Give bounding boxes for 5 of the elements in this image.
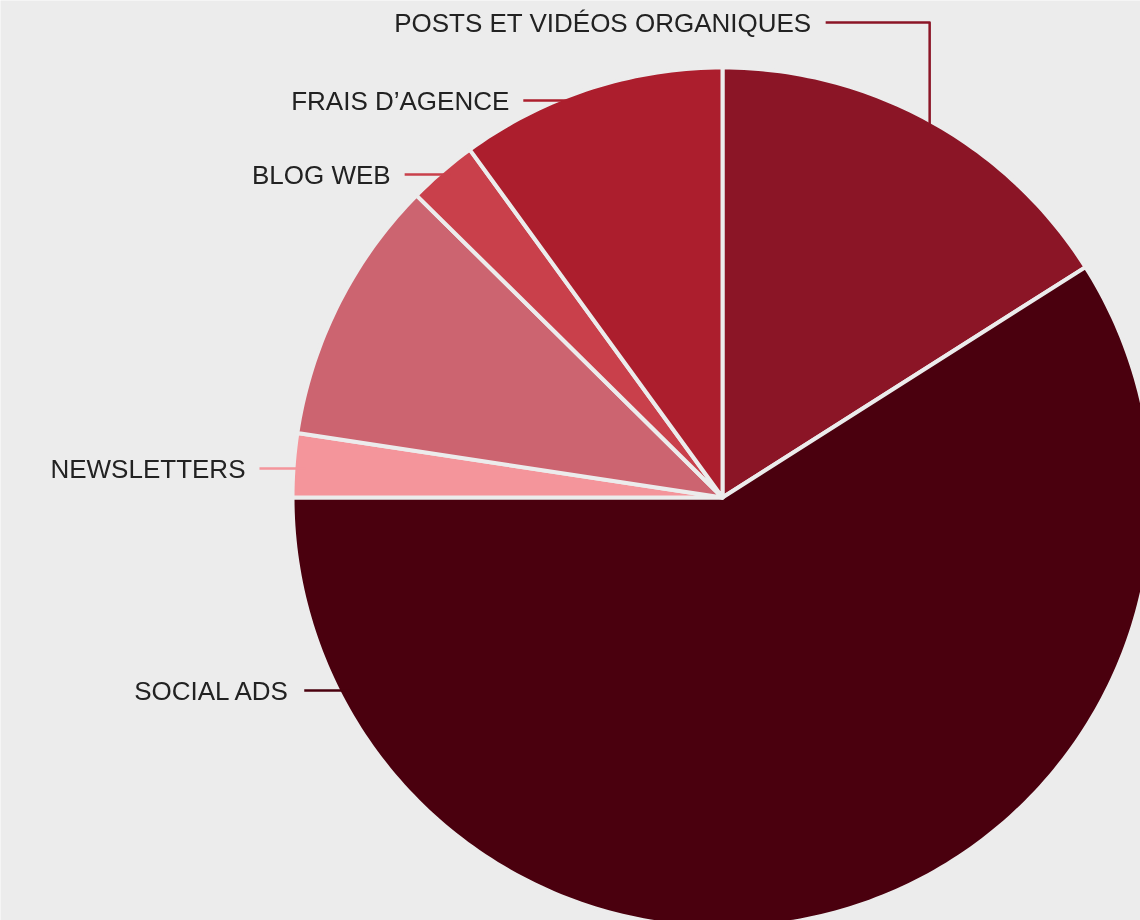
slice-label: NEWSLETTERS	[50, 453, 246, 484]
slice-label: BLOG WEB	[251, 159, 391, 190]
slice-label: POSTS ET VIDÉOS ORGANIQUES	[394, 7, 812, 38]
slice-label: SOCIAL ADS	[134, 675, 288, 706]
slice-label: FRAIS D’AGENCE	[291, 85, 510, 116]
